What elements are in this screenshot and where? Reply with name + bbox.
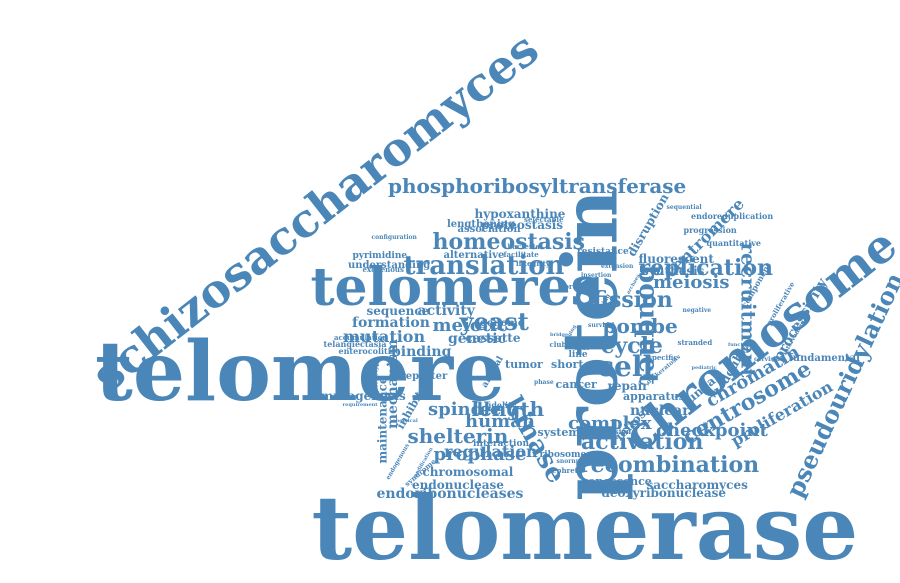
cloud-word-facilitate: facilitate: [504, 251, 539, 258]
cloud-word-pediatric: pediatric: [692, 366, 717, 371]
cloud-word-mutagenesis: mutagenesis: [321, 390, 406, 402]
cloud-word-resistance: resistance: [577, 248, 629, 257]
cloud-word-chromosomal: chromosomal: [423, 466, 514, 478]
cloud-word-sequential: sequential: [667, 205, 702, 211]
cloud-word-accumulation: accumulation: [334, 334, 388, 341]
cloud-word-function: function: [728, 343, 752, 348]
cloud-word-fundamental: fundamental: [789, 354, 860, 364]
cloud-word-phase: phase: [534, 380, 554, 386]
cloud-word-division: division: [601, 428, 632, 435]
cloud-word-cervisiae: cervisiae: [754, 357, 784, 363]
cloud-word-phenotype: phenotype: [373, 358, 379, 393]
cloud-word-cancer: cancer: [556, 379, 597, 390]
cloud-word-alternative: alternative: [444, 251, 505, 261]
cloud-word-quantitative: quantitative: [707, 239, 762, 247]
cloud-word-cassette: cassette: [466, 332, 521, 344]
cloud-word-phosphoribosyltransferase: phosphoribosyltransferase: [388, 176, 686, 196]
cloud-word-recombination: recombination: [579, 454, 759, 476]
cloud-word-integrity: integrity: [516, 260, 550, 267]
cloud-word-enterocolitis: enterocolitis: [339, 347, 396, 355]
cloud-word-pyrimidine: pyrimidine: [353, 252, 408, 261]
cloud-word-nephretic: nephretic: [547, 467, 585, 474]
cloud-word-insertion: insertion: [581, 273, 611, 279]
cloud-word-synthesis: synthesis: [642, 265, 704, 277]
cloud-word-endoribonucleases: endoribonucleases: [377, 487, 524, 501]
cloud-word-apparatus: apparatus: [623, 391, 685, 402]
cloud-word-chemical: chemical: [393, 419, 418, 424]
cloud-word-code: code: [574, 346, 590, 352]
cloud-word-interaction: interaction: [473, 440, 529, 449]
cloud-word-endoreduplication: endoreduplication: [691, 212, 773, 220]
cloud-word-stranded: stranded: [678, 339, 713, 346]
cloud-word-bacterial: bacterial: [508, 243, 543, 250]
cloud-word-formation: formation: [352, 316, 430, 330]
cloud-word-sequence: sequence: [367, 305, 430, 317]
cloud-word-extension: extension: [601, 264, 633, 270]
cloud-word-short: short: [551, 359, 583, 370]
cloud-word-negative: negative: [683, 308, 712, 314]
cloud-word-break: break: [564, 283, 586, 290]
cloud-word-bridge: bridge: [550, 333, 568, 338]
cloud-word-requirement: requirement: [343, 403, 378, 408]
cloud-word-exogenous: exogenous: [363, 266, 404, 273]
cloud-word-club: club: [550, 341, 567, 348]
cloud-word-saccharomyces: saccharomyces: [647, 479, 748, 491]
cloud-word-survival: survival: [588, 323, 614, 329]
cloud-word-fluorescent: fluorescent: [639, 253, 714, 265]
cloud-word-association: association: [458, 225, 521, 235]
cloud-word-fidelity: fidelity: [486, 401, 517, 409]
cloud-word-senescence: senescence: [582, 476, 652, 487]
cloud-word-system: system: [538, 427, 581, 438]
cloud-word-genome: genome: [480, 319, 524, 329]
cloud-word-selectable: selectable: [524, 216, 564, 223]
cloud-word-progression: progression: [684, 226, 737, 234]
cloud-word-configuration: configuration: [372, 235, 417, 241]
cloud-word-tumor: tumor: [505, 359, 543, 370]
cloud-word-snornp: snornp: [557, 459, 580, 465]
